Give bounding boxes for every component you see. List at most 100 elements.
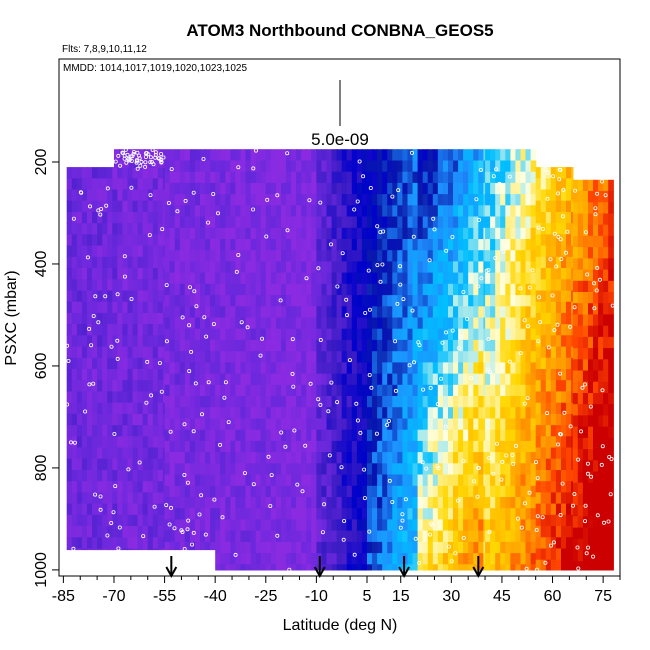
heatmap-cell (240, 328, 247, 341)
heatmap-cell (485, 149, 491, 161)
heatmap-cell (535, 346, 542, 359)
heatmap-cell (442, 160, 449, 173)
heatmap-cell (117, 212, 123, 224)
heatmap-cell (432, 261, 439, 274)
heatmap-cell (194, 407, 201, 419)
heatmap-cell (593, 415, 599, 428)
heatmap-cell (510, 418, 517, 431)
heatmap-cell (545, 436, 552, 449)
heatmap-cell (572, 280, 579, 293)
heatmap-cell (510, 283, 517, 296)
heatmap-cell (510, 272, 517, 285)
heatmap-cell (210, 250, 216, 262)
heatmap-cell (147, 189, 154, 202)
heatmap-cell (555, 380, 562, 392)
heatmap-cell (473, 283, 479, 296)
observation-point (112, 431, 117, 436)
heatmap-cell (331, 485, 338, 498)
observation-point (318, 337, 323, 342)
heatmap-cell (505, 306, 511, 319)
heatmap-cell (577, 191, 584, 203)
observation-point (129, 296, 134, 301)
heatmap-cell (545, 324, 552, 336)
heatmap-cell (142, 548, 149, 551)
heatmap-cell (265, 474, 272, 487)
heatmap-cell (311, 474, 317, 487)
observation-point (222, 395, 227, 400)
heatmap-cell (200, 250, 206, 262)
heatmap-cell (402, 171, 409, 184)
heatmap-cell (152, 369, 159, 381)
heatmap-cell (566, 167, 572, 179)
heatmap-cell (162, 548, 166, 551)
heatmap-cell (306, 328, 312, 341)
heatmap-cell (265, 485, 272, 498)
heatmap-cell (382, 171, 388, 184)
heatmap-cell (427, 407, 434, 419)
heatmap-cell (225, 272, 231, 285)
heatmap-cell (566, 503, 572, 516)
heatmap-cell (291, 339, 297, 352)
heatmap-cell (500, 396, 506, 408)
observation-point (166, 200, 171, 205)
heatmap-cell (220, 351, 226, 363)
heatmap-cell (367, 160, 373, 173)
heatmap-cell (473, 384, 479, 397)
heatmap-cell (555, 526, 562, 538)
heatmap-cell (200, 396, 206, 408)
observation-point (118, 163, 123, 168)
heatmap-cell (189, 508, 196, 520)
heatmap-cell (571, 402, 574, 415)
heatmap-cell (448, 295, 454, 307)
heatmap-cell (387, 474, 393, 487)
heatmap-cell (179, 205, 186, 218)
heatmap-cell (608, 505, 614, 517)
heatmap-cell (296, 373, 302, 386)
heatmap-cell (458, 250, 464, 262)
heatmap-cell (230, 239, 237, 251)
heatmap-cell (210, 149, 216, 161)
observation-point (456, 345, 461, 350)
heatmap-cell (382, 497, 388, 509)
heatmap-cell (478, 553, 484, 565)
heatmap-cell (417, 216, 424, 229)
heatmap-cell (301, 328, 307, 341)
heatmap-cell (142, 357, 149, 370)
heatmap-cell (367, 272, 373, 285)
heatmap-cell (281, 272, 287, 285)
heatmap-cell (179, 194, 186, 206)
heatmap-cell (270, 216, 277, 229)
heatmap-cell (412, 171, 419, 184)
heatmap-cell (402, 239, 409, 251)
heatmap-cell (336, 205, 343, 218)
heatmap-cell (483, 508, 486, 520)
heatmap-cell (152, 290, 159, 303)
heatmap-cell (561, 537, 567, 550)
heatmap-cell (194, 250, 201, 262)
heatmap-cell (341, 182, 348, 195)
heatmap-cell (407, 295, 414, 307)
heatmap-cell (331, 407, 338, 419)
heatmap-cell (372, 440, 378, 453)
heatmap-cell (215, 519, 221, 532)
heatmap-cell (162, 357, 166, 370)
heatmap-cell (132, 503, 139, 516)
observation-point (366, 268, 371, 273)
heatmap-cell (510, 317, 517, 330)
observation-point (96, 320, 101, 325)
heatmap-cell (164, 261, 171, 274)
heatmap-cell (608, 348, 614, 360)
heatmap-cell (245, 463, 252, 476)
heatmap-cell (275, 216, 282, 229)
heatmap-cell (515, 440, 522, 453)
heatmap-cell (205, 530, 211, 543)
heatmap-cell (453, 306, 459, 319)
heatmap-cell (432, 485, 439, 498)
heatmap-cell (169, 227, 176, 240)
observation-point (91, 381, 96, 386)
observation-point (182, 472, 187, 477)
heatmap-cell (442, 328, 449, 341)
heatmap-cell (392, 194, 398, 206)
heatmap-cell (530, 418, 537, 431)
heatmap-cell (137, 223, 144, 235)
